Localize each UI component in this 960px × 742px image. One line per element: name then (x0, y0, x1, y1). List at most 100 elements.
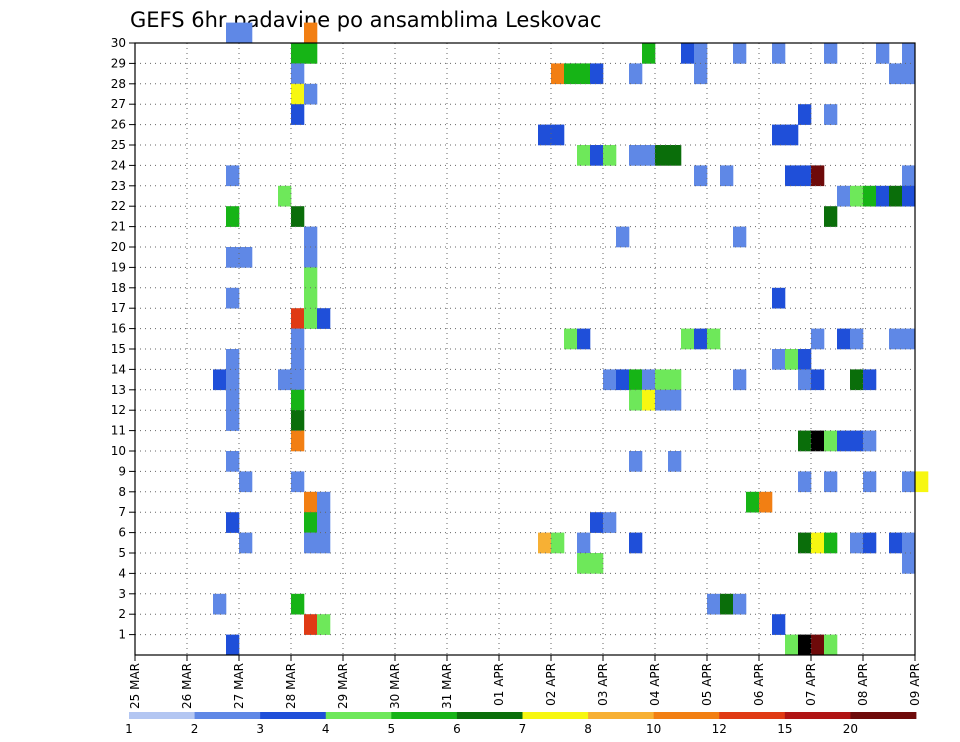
heatmap-cell (668, 389, 682, 411)
y-tick-label: 16 (111, 322, 126, 336)
heatmap-cell (746, 491, 760, 513)
heatmap-cell (694, 43, 708, 64)
y-tick-label: 7 (118, 505, 126, 519)
x-tick-label: 08 APR (856, 663, 870, 706)
heatmap-cell (629, 63, 643, 85)
y-tick-label: 22 (111, 199, 126, 213)
heatmap-cell (291, 349, 305, 370)
x-tick-label: 06 APR (752, 663, 766, 706)
heatmap-cell (837, 328, 851, 350)
x-tick-label: 07 APR (804, 663, 818, 706)
heatmap-cell (850, 328, 864, 350)
heatmap-cell (577, 63, 591, 85)
heatmap-cell (291, 410, 305, 431)
y-tick-label: 25 (111, 138, 126, 152)
colorbar-label: 2 (191, 722, 199, 736)
colorbar-swatch (129, 712, 195, 719)
y-tick-label: 10 (111, 444, 126, 458)
heatmap-cell (681, 43, 695, 64)
colorbar-label: 10 (646, 722, 661, 736)
y-tick-label: 12 (111, 403, 126, 417)
y-tick-label: 11 (111, 424, 126, 438)
y-tick-label: 8 (118, 485, 126, 499)
heatmap-cell (811, 165, 825, 187)
heatmap-cell (785, 349, 799, 370)
heatmap-cell (902, 471, 916, 493)
heatmap-cell (902, 328, 916, 350)
heatmap-cell (798, 165, 812, 187)
heatmap-cell (239, 247, 253, 268)
heatmap-cell (629, 145, 643, 166)
x-tick-label: 25 MAR (128, 663, 142, 709)
y-tick-label: 21 (111, 220, 126, 234)
heatmap-cell (239, 532, 253, 554)
colorbar-label: 3 (256, 722, 264, 736)
heatmap-cell (889, 185, 903, 207)
heatmap-cell (785, 634, 799, 656)
heatmap-cell (720, 593, 734, 615)
y-tick-label: 3 (118, 587, 126, 601)
colorbar-label: 5 (388, 722, 396, 736)
heatmap-cell (668, 145, 682, 166)
heatmap-cell (798, 634, 812, 656)
colorbar-label: 6 (453, 722, 461, 736)
y-tick-label: 20 (111, 240, 126, 254)
heatmap-cell (551, 532, 565, 554)
heatmap-cell (304, 267, 318, 289)
chart-title: GEFS 6hr padavine po ansamblima Leskovac (130, 8, 601, 32)
heatmap-cell (798, 532, 812, 554)
heatmap-cell (603, 512, 617, 533)
heatmap-cell (590, 63, 604, 85)
heatmap-cell (213, 369, 227, 391)
y-tick-label: 26 (111, 118, 126, 132)
heatmap-cell (850, 185, 864, 207)
heatmap-cell (304, 83, 318, 105)
heatmap-cell (304, 614, 318, 635)
colorbar-label: 15 (777, 722, 792, 736)
heatmap-cell (291, 308, 305, 329)
heatmap-cell (720, 165, 734, 187)
heatmap-cell (317, 614, 331, 635)
heatmap-cell (304, 308, 318, 329)
colorbar-swatch (194, 712, 261, 719)
heatmap-cell (811, 532, 825, 554)
heatmap-cell (824, 634, 838, 656)
heatmap-cells (213, 22, 929, 656)
x-axis: 25 MAR 26 MAR 27 MAR 28 MAR 29 MAR 30 MAR 31 M… (128, 655, 922, 709)
heatmap-cell (733, 43, 747, 64)
heatmap-cell (226, 206, 240, 227)
y-tick-label: 29 (111, 56, 126, 70)
heatmap-cell (733, 226, 747, 248)
y-tick-label: 2 (118, 607, 126, 621)
y-tick-label: 5 (118, 546, 126, 560)
heatmap-cell (629, 532, 643, 554)
y-tick-label: 28 (111, 77, 126, 91)
y-tick-label: 17 (111, 301, 126, 315)
heatmap-cell (304, 247, 318, 268)
heatmap-cell (772, 43, 786, 64)
heatmap-cell (304, 491, 318, 513)
heatmap-cell (642, 145, 656, 166)
heatmap-cell (551, 124, 565, 146)
heatmap-cell (226, 451, 240, 472)
heatmap-cell (902, 165, 916, 187)
heatmap-cell (642, 43, 656, 64)
heatmap-cell (304, 43, 318, 64)
heatmap-cell (837, 185, 851, 207)
heatmap-cell (629, 451, 643, 472)
heatmap-cell (889, 328, 903, 350)
heatmap-cell (291, 471, 305, 493)
y-tick-label: 6 (118, 526, 126, 540)
heatmap-cell (603, 145, 617, 166)
heatmap-cell (291, 206, 305, 227)
heatmap-cell (681, 328, 695, 350)
colorbar-swatch (522, 712, 589, 719)
heatmap-cell (226, 287, 240, 309)
heatmap-cell (291, 389, 305, 411)
heatmap-cell (668, 451, 682, 472)
heatmap-cell (824, 430, 838, 452)
heatmap-cell (655, 369, 669, 391)
heatmap-cell (902, 63, 916, 85)
heatmap-cell (304, 532, 318, 554)
